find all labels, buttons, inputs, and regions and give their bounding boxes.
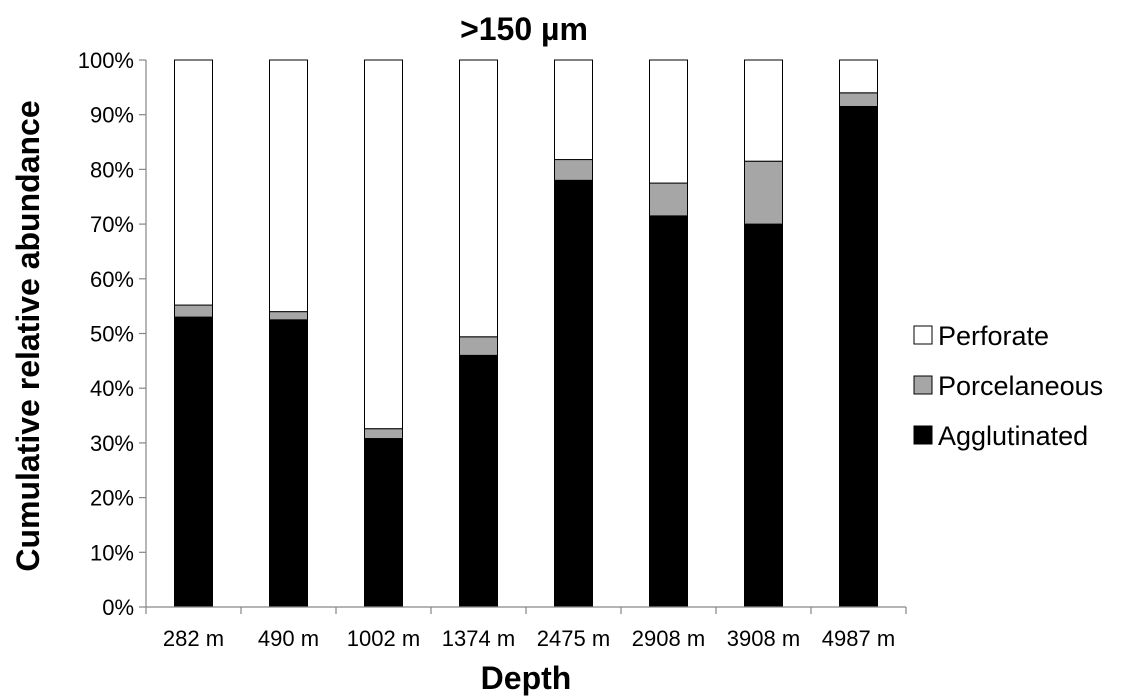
bar-segment-agglutinated	[649, 215, 688, 608]
x-tick-label: 490 m	[258, 626, 319, 651]
x-tick-label: 1374 m	[442, 626, 515, 651]
bar-segment-porcelaneous	[649, 182, 688, 217]
bar-segment-porcelaneous	[269, 311, 308, 321]
bar-segment-agglutinated	[364, 438, 403, 608]
legend-swatch-perforate	[913, 325, 933, 345]
bar-segment-agglutinated	[459, 354, 498, 608]
bar-segment-agglutinated	[269, 319, 308, 608]
bar-segment-perforate	[649, 59, 688, 184]
legend-swatch-porcelaneous	[913, 375, 933, 395]
legend-label-agglutinated: Agglutinated	[938, 421, 1088, 451]
legend: Perforate Porcelaneous Agglutinated	[913, 321, 1103, 451]
y-axis-label: Cumulative relative abundance	[10, 100, 46, 571]
bar-segment-perforate	[744, 59, 783, 162]
bars-group	[174, 59, 878, 608]
bar-segment-agglutinated	[554, 179, 593, 608]
y-tick-label: 50%	[90, 322, 134, 347]
bar-segment-perforate	[174, 59, 213, 306]
y-tick-label: 20%	[90, 486, 134, 511]
x-tick-label: 4987 m	[822, 626, 895, 651]
bar-segment-porcelaneous	[459, 336, 498, 356]
y-tick-label: 0%	[102, 595, 134, 620]
chart-title: >150 µm	[460, 11, 588, 47]
bar-segment-perforate	[269, 59, 308, 313]
x-tick-label: 2908 m	[632, 626, 705, 651]
y-tick-label: 100%	[78, 48, 134, 73]
x-tick-label: 2475 m	[537, 626, 610, 651]
y-tick-label: 40%	[90, 376, 134, 401]
x-axis-label: Depth	[481, 660, 572, 696]
x-tick-label: 3908 m	[727, 626, 800, 651]
bar-segment-perforate	[459, 59, 498, 338]
legend-label-perforate: Perforate	[938, 321, 1049, 351]
tick-labels-group: 0% 10% 20% 30% 40% 50% 60% 70% 80% 90% 100% 282 m 49…	[78, 48, 895, 651]
bar-segment-perforate	[364, 59, 403, 430]
bar-segment-perforate	[554, 59, 593, 161]
y-tick-label: 70%	[90, 212, 134, 237]
bar-segment-agglutinated	[174, 316, 213, 608]
legend-swatch-agglutinated	[913, 425, 933, 445]
y-tick-label: 80%	[90, 157, 134, 182]
legend-label-porcelaneous: Porcelaneous	[938, 371, 1103, 401]
bar-segment-agglutinated	[744, 223, 783, 608]
bar-segment-porcelaneous	[364, 428, 403, 440]
y-tick-label: 90%	[90, 103, 134, 128]
bar-segment-porcelaneous	[744, 160, 783, 225]
bar-segment-agglutinated	[839, 105, 878, 608]
bar-segment-perforate	[839, 59, 878, 94]
y-tick-label: 30%	[90, 431, 134, 456]
bar-segment-porcelaneous	[174, 304, 213, 318]
y-tick-label: 60%	[90, 267, 134, 292]
bar-segment-porcelaneous	[839, 92, 878, 107]
x-tick-label: 1002 m	[347, 626, 420, 651]
x-tick-label: 282 m	[163, 626, 224, 651]
axes-group	[139, 59, 907, 614]
bar-segment-porcelaneous	[554, 159, 593, 181]
y-tick-label: 10%	[90, 540, 134, 565]
